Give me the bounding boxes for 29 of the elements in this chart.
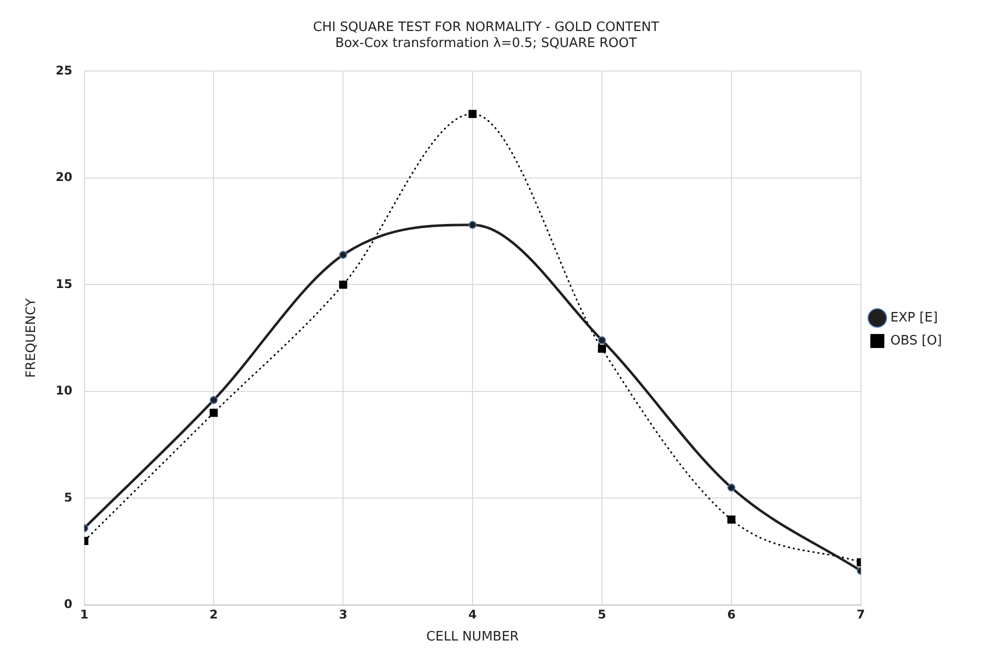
point <box>339 280 348 289</box>
y-tick-label: 10 <box>56 384 72 398</box>
point <box>727 484 736 492</box>
point <box>468 220 477 229</box>
y-tick-label: 5 <box>64 490 72 504</box>
y-tick-label: 20 <box>56 170 72 184</box>
x-axis-title: CELL NUMBER <box>426 630 519 645</box>
y-axis-title: FREQUENCY <box>24 298 40 378</box>
x-tick-label: 1 <box>80 607 88 622</box>
chart-subtitle: Box-Cox transformation λ=0.5; SQUARE ROOT <box>335 36 637 51</box>
y-tick-label: 0 <box>64 597 72 612</box>
point <box>210 408 218 417</box>
legend-label: OBS [O] <box>890 333 942 348</box>
x-tick-label: 5 <box>598 607 606 622</box>
x-tick-label: 6 <box>727 607 736 622</box>
point <box>598 336 606 344</box>
chart-title: CHI SQUARE TEST FOR NORMALITY - GOLD CONTENT <box>312 20 660 36</box>
point <box>598 344 606 353</box>
legend-label: EXP [E] <box>890 310 938 326</box>
y-tick-label: 25 <box>56 63 72 78</box>
point <box>727 516 736 524</box>
x-tick-label: 2 <box>210 607 218 622</box>
point <box>339 250 348 259</box>
x-tick-label: 7 <box>856 607 865 622</box>
point <box>210 396 218 404</box>
x-tick-label: 4 <box>468 607 477 622</box>
point <box>468 110 477 118</box>
y-tick-label: 15 <box>56 276 72 291</box>
x-tick-label: 3 <box>338 607 348 622</box>
